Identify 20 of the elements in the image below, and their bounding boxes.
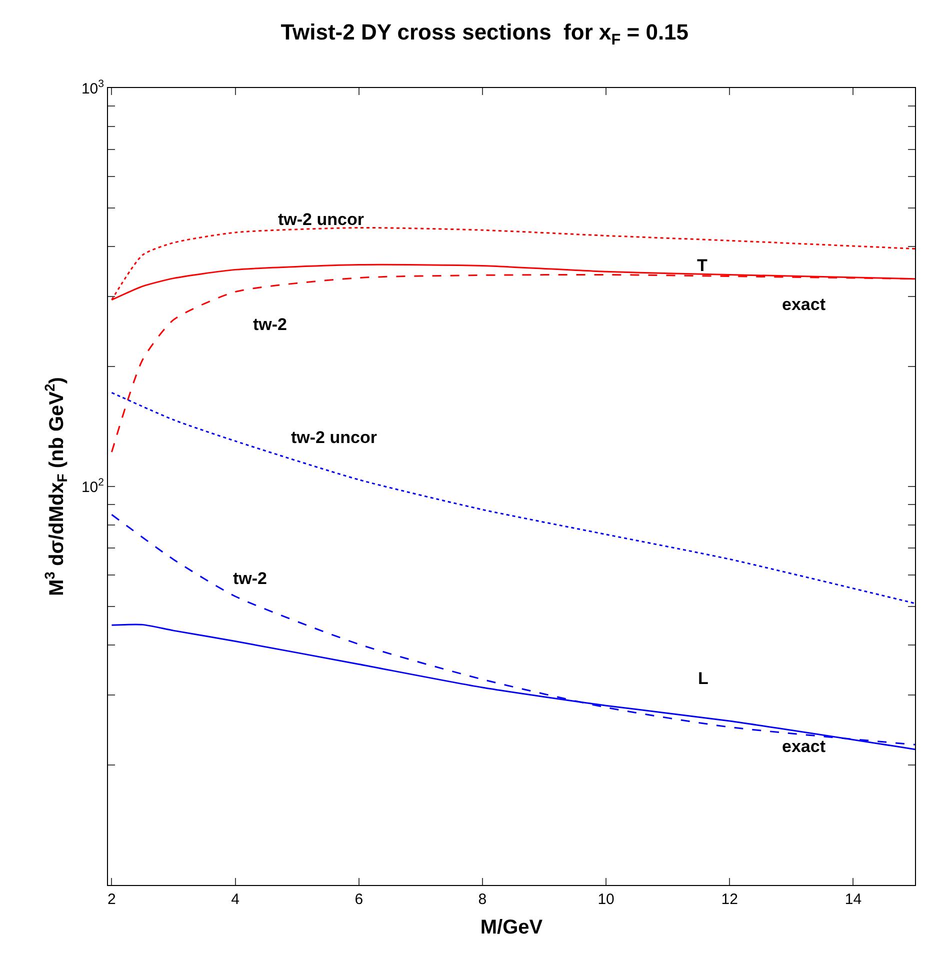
annotation: T	[697, 256, 708, 275]
x-tick-label: 12	[721, 891, 738, 908]
series-label: tw-2 uncor	[278, 210, 364, 229]
x-tick-label: 10	[598, 891, 614, 908]
x-tick-label: 6	[354, 891, 364, 908]
annotation: L	[698, 669, 708, 688]
x-tick-label: 14	[844, 891, 862, 908]
y-tick-label: 10$^{3}$	[81, 78, 104, 98]
series-label: tw-2	[233, 569, 267, 588]
line-series	[110, 392, 915, 604]
series-label: exact	[782, 295, 826, 314]
x-axis-title: M/GeV	[480, 916, 544, 938]
y-tick-label: 10$^{2}$	[81, 476, 104, 496]
series-label: tw-2 uncor	[291, 428, 378, 447]
series-label: exact	[782, 737, 826, 756]
x-tick-label: 2	[108, 891, 116, 908]
x-tick-label: 4	[231, 891, 240, 908]
series-label: tw-2	[253, 315, 287, 334]
chart-title: Twist-2 DY cross sections for x$_{F}$ = 0.15	[280, 20, 689, 48]
x-tick-label: 8	[478, 891, 487, 908]
